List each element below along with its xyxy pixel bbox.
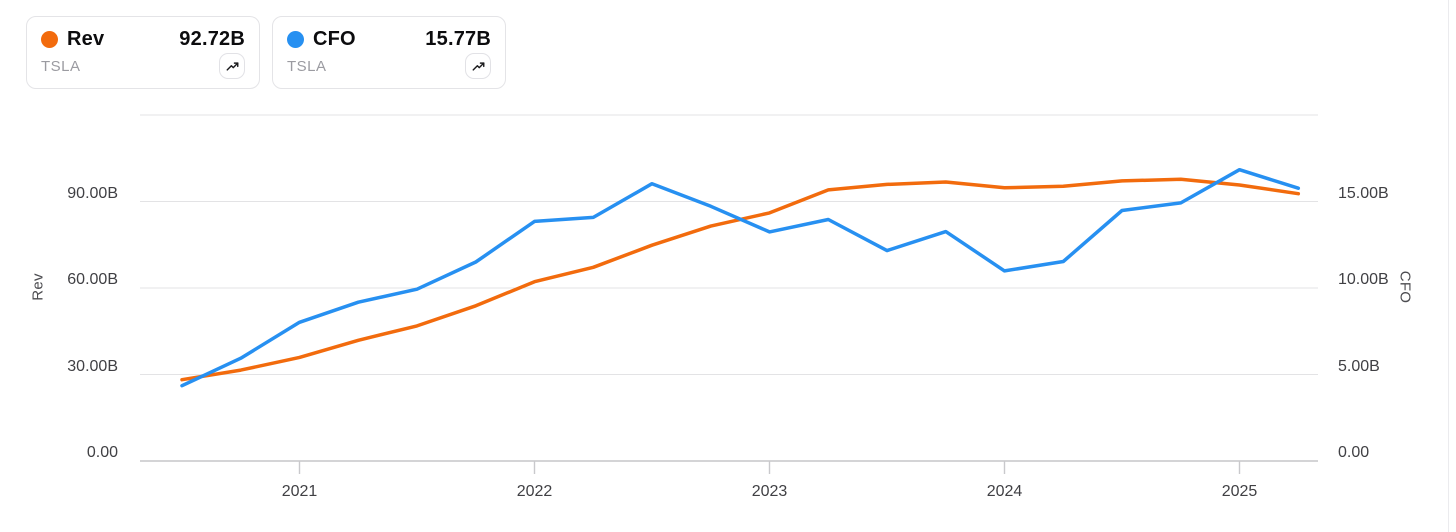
cfo-series-dot	[287, 31, 304, 48]
metric-name: Rev	[67, 28, 105, 50]
ticker-label: TSLA	[41, 57, 81, 75]
right-axis-title: CFO	[1396, 270, 1414, 304]
y-right-tick-label: 10.00B	[1338, 271, 1389, 288]
metric-card-cfo-header: CFO 15.77B	[287, 28, 491, 51]
metric-card-rev[interactable]: Rev 92.72B TSLA	[26, 16, 260, 89]
panel-right-border	[1448, 0, 1449, 532]
metric-value: 92.72B	[179, 28, 245, 50]
y-right-tick-label: 0.00	[1338, 444, 1370, 461]
x-axis-year-label: 2025	[1221, 483, 1258, 500]
x-axis-year-label: 2023	[751, 483, 788, 500]
y-left-tick-label: 60.00B	[67, 271, 118, 288]
y-left-tick-label: 90.00B	[67, 184, 118, 202]
y-right-tick-label: 5.00B	[1338, 357, 1380, 375]
x-axis-year-label: 2021	[281, 483, 318, 500]
y-right-tick-label: 15.00B	[1338, 184, 1389, 202]
rev-series-dot	[41, 31, 58, 48]
x-axis-year-label: 2022	[516, 483, 553, 500]
metric-card-rev-header: Rev 92.72B	[41, 28, 245, 51]
left-axis-title: Rev	[29, 273, 47, 301]
legend-row: Rev 92.72B TSLA CFO 15.77B TSLA	[26, 16, 506, 89]
trending-up-icon[interactable]	[465, 53, 491, 79]
x-axis-year-label: 2024	[986, 483, 1023, 500]
y-left-tick-label: 0.00	[86, 444, 118, 461]
cfo-line	[180, 167, 1301, 388]
metric-value: 15.77B	[425, 28, 491, 50]
metric-name: CFO	[313, 28, 356, 50]
trending-up-icon[interactable]	[219, 53, 245, 79]
metric-card-cfo[interactable]: CFO 15.77B TSLA	[272, 16, 506, 89]
ticker-label: TSLA	[287, 57, 327, 75]
y-left-tick-label: 30.00B	[67, 357, 118, 375]
